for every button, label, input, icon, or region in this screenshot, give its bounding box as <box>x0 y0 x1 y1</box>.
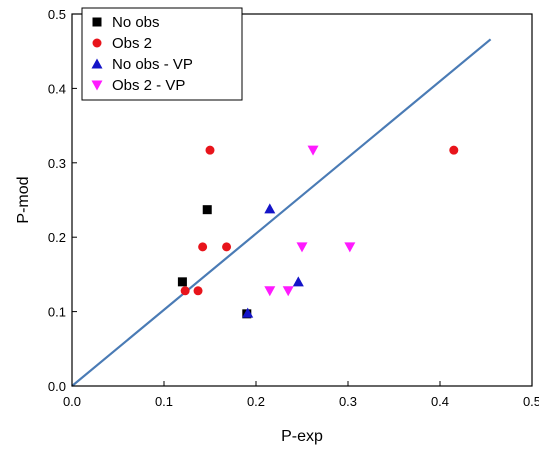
series-4-point-5 <box>282 286 294 297</box>
y-tick-label: 0.5 <box>48 7 66 22</box>
legend-label-2: Obs 2 <box>112 35 152 52</box>
x-tick-label: 0.2 <box>247 394 265 409</box>
legend-marker-3 <box>91 58 103 69</box>
legend-label-4: Obs 2 - VP <box>112 77 185 94</box>
series-3-point-1 <box>264 203 276 214</box>
y-tick-label: 0.3 <box>48 156 66 171</box>
data-points-layer <box>177 145 459 319</box>
series-2-point-2 <box>449 145 459 155</box>
plot-frame <box>71 13 533 387</box>
series-2-point-6 <box>193 286 203 296</box>
series-4-point-3 <box>344 242 356 253</box>
y-tick-label: 0.0 <box>48 379 66 394</box>
x-tick-label: 0.3 <box>339 394 357 409</box>
legend-marker-1 <box>92 17 102 27</box>
axes-layer: 0.0 0.1 0.2 0.3 0.4 0.5 0.0 0.1 0.2 0.3 0.4 0.5 <box>48 7 539 409</box>
legend-label-1: No obs <box>112 14 160 31</box>
x-tick-label: 0.4 <box>431 394 449 409</box>
y-tick-label: 0.1 <box>48 305 66 320</box>
legend-marker-4 <box>91 80 103 91</box>
series-2-point-3 <box>198 242 208 252</box>
legend-marker-2 <box>92 38 102 48</box>
y-axis-title: P-mod <box>15 176 32 223</box>
reference-line <box>71 38 492 387</box>
y-tick-label: 0.4 <box>48 81 66 96</box>
series-4-point-1 <box>307 145 319 156</box>
series-1-point-1 <box>177 277 187 287</box>
series-4-point-4 <box>264 286 276 297</box>
y-tick-label: 0.2 <box>48 230 66 245</box>
x-axis-title: P-exp <box>281 428 323 445</box>
series-2-point-5 <box>180 286 190 296</box>
x-tick-label: 0.1 <box>155 394 173 409</box>
legend-box <box>81 7 243 101</box>
series-4-point-2 <box>296 242 308 253</box>
legend-label-3: No obs - VP <box>112 56 193 73</box>
series-2-point-4 <box>222 242 232 252</box>
series-2-point-1 <box>205 145 215 155</box>
series-1-point-2 <box>202 205 212 215</box>
x-tick-label: 0.5 <box>523 394 539 409</box>
series-3-point-3 <box>242 307 254 318</box>
legend: No obs Obs 2 No obs - VP Obs 2 - VP <box>81 7 243 101</box>
x-tick-label: 0.0 <box>63 394 81 409</box>
reference-line-layer <box>71 38 492 387</box>
series-3-point-2 <box>292 276 304 287</box>
